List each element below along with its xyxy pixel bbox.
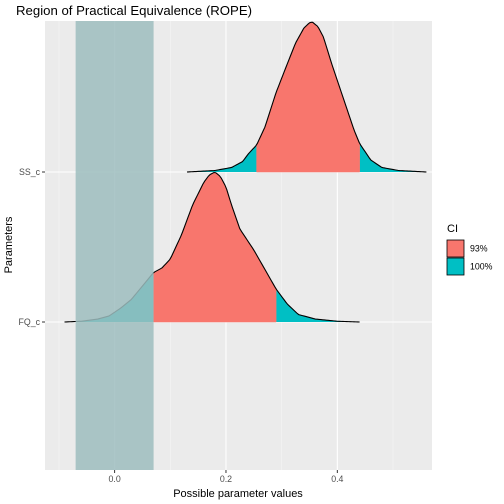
x-tick-label: 0.4 <box>331 474 343 484</box>
x-tick-label: 0.2 <box>220 474 232 484</box>
x-axis-title: Possible parameter values <box>173 488 303 500</box>
y-tick-label: SS_c <box>19 167 41 177</box>
ridge-SS_c-ci100-left <box>186 145 257 172</box>
legend-key-ci93 <box>446 239 465 258</box>
y-axis-title: Parameters <box>3 216 15 273</box>
ridge-SS_c-outline <box>186 21 427 173</box>
rope-band <box>75 21 154 470</box>
legend-title: CI <box>447 223 458 235</box>
chart-title: Region of Practical Equivalence (ROPE) <box>16 3 252 18</box>
y-tick-label: FQ_c <box>18 317 40 327</box>
legend-label-ci100: 100% <box>470 262 493 272</box>
legend-key-ci100 <box>446 257 465 276</box>
ridge-SS_c-ci100-right <box>359 143 427 172</box>
legend-label-ci93: 93% <box>470 244 488 254</box>
x-tick-label: 0.0 <box>108 474 120 484</box>
